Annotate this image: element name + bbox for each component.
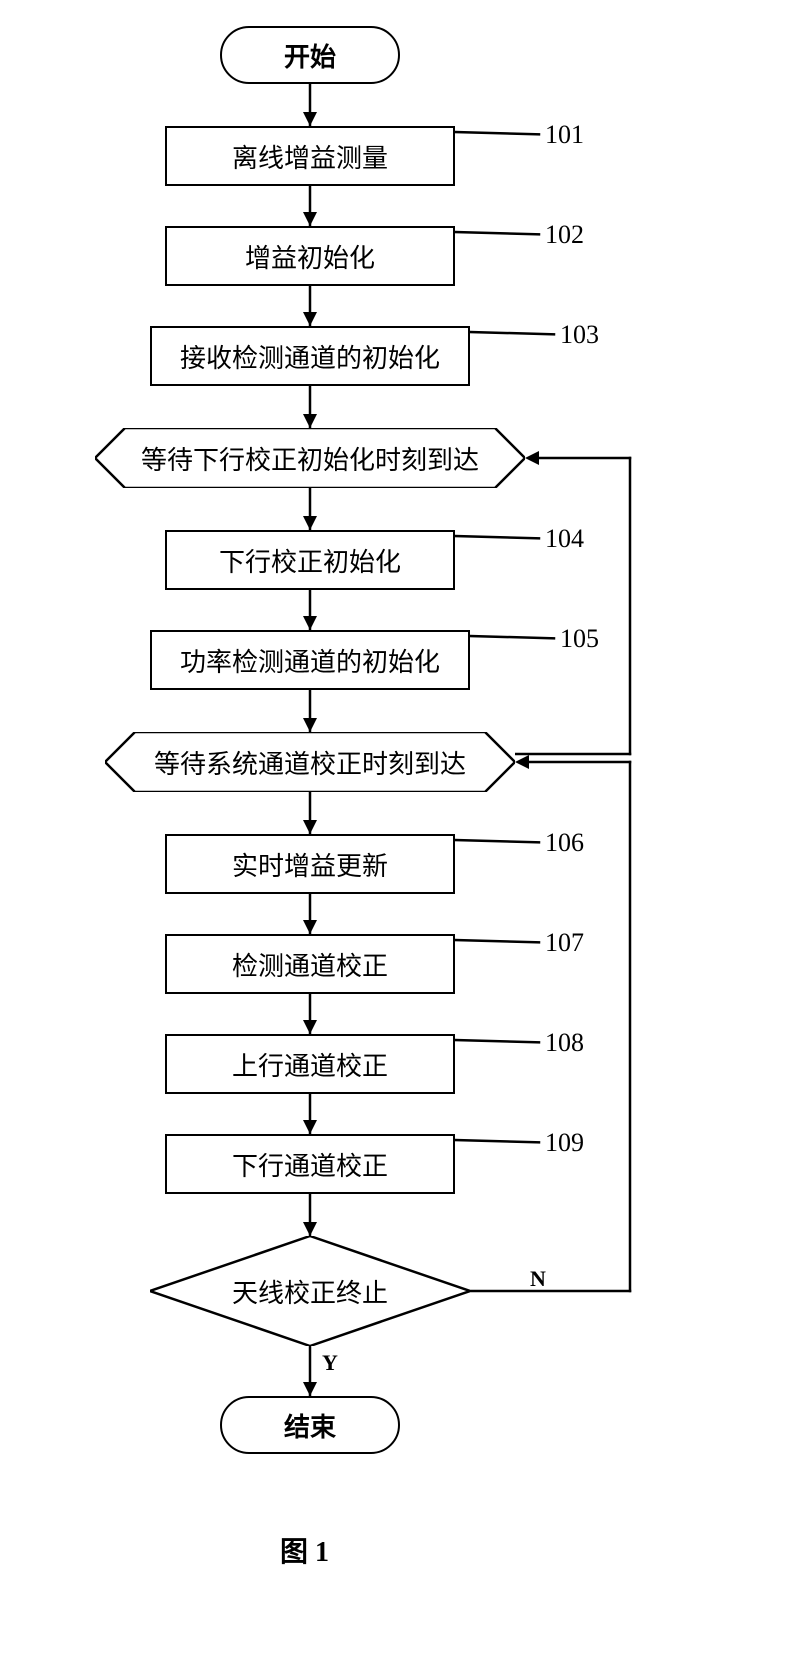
- s105-step-number: 105: [560, 624, 599, 654]
- s106-label: 实时增益更新: [232, 846, 388, 883]
- dec-label: 天线校正终止: [232, 1273, 388, 1310]
- s106-process: 实时增益更新: [165, 834, 455, 894]
- s108-step-number: 108: [545, 1028, 584, 1058]
- wait1-hexagon: 等待下行校正初始化时刻到达: [95, 428, 525, 488]
- s108-process: 上行通道校正: [165, 1034, 455, 1094]
- s107-label: 检测通道校正: [232, 946, 388, 983]
- s109-step-number: 109: [545, 1128, 584, 1158]
- flowchart-canvas: 开始离线增益测量 101 增益初始化 102 接收检测通道的初始化 103 等待下行校正初始…: [0, 0, 800, 1658]
- figure-caption: 图 1: [280, 1530, 329, 1570]
- s105-process: 功率检测通道的初始化: [150, 630, 470, 690]
- decision-no-label: N: [530, 1266, 546, 1292]
- s101-process: 离线增益测量: [165, 126, 455, 186]
- s103-step-number: 103: [560, 320, 599, 350]
- s101-label: 离线增益测量: [232, 138, 388, 175]
- s105-label: 功率检测通道的初始化: [180, 642, 440, 679]
- start-label: 开始: [284, 37, 336, 74]
- s102-label: 增益初始化: [245, 238, 375, 275]
- s109-label: 下行通道校正: [232, 1146, 388, 1183]
- s101-step-number: 101: [545, 120, 584, 150]
- s104-step-number: 104: [545, 524, 584, 554]
- wait2-hexagon: 等待系统通道校正时刻到达: [105, 732, 515, 792]
- decision-yes-label: Y: [322, 1350, 338, 1376]
- s104-label: 下行校正初始化: [219, 542, 401, 579]
- s102-step-number: 102: [545, 220, 584, 250]
- s109-process: 下行通道校正: [165, 1134, 455, 1194]
- wait2-label: 等待系统通道校正时刻到达: [154, 744, 466, 781]
- s102-process: 增益初始化: [165, 226, 455, 286]
- end-terminal: 结束: [220, 1396, 400, 1454]
- s103-process: 接收检测通道的初始化: [150, 326, 470, 386]
- s106-step-number: 106: [545, 828, 584, 858]
- start-terminal: 开始: [220, 26, 400, 84]
- end-label: 结束: [284, 1407, 336, 1444]
- s108-label: 上行通道校正: [232, 1046, 388, 1083]
- wait1-label: 等待下行校正初始化时刻到达: [141, 440, 479, 477]
- s104-process: 下行校正初始化: [165, 530, 455, 590]
- s103-label: 接收检测通道的初始化: [180, 338, 440, 375]
- s107-process: 检测通道校正: [165, 934, 455, 994]
- dec-decision: 天线校正终止: [150, 1236, 470, 1346]
- s107-step-number: 107: [545, 928, 584, 958]
